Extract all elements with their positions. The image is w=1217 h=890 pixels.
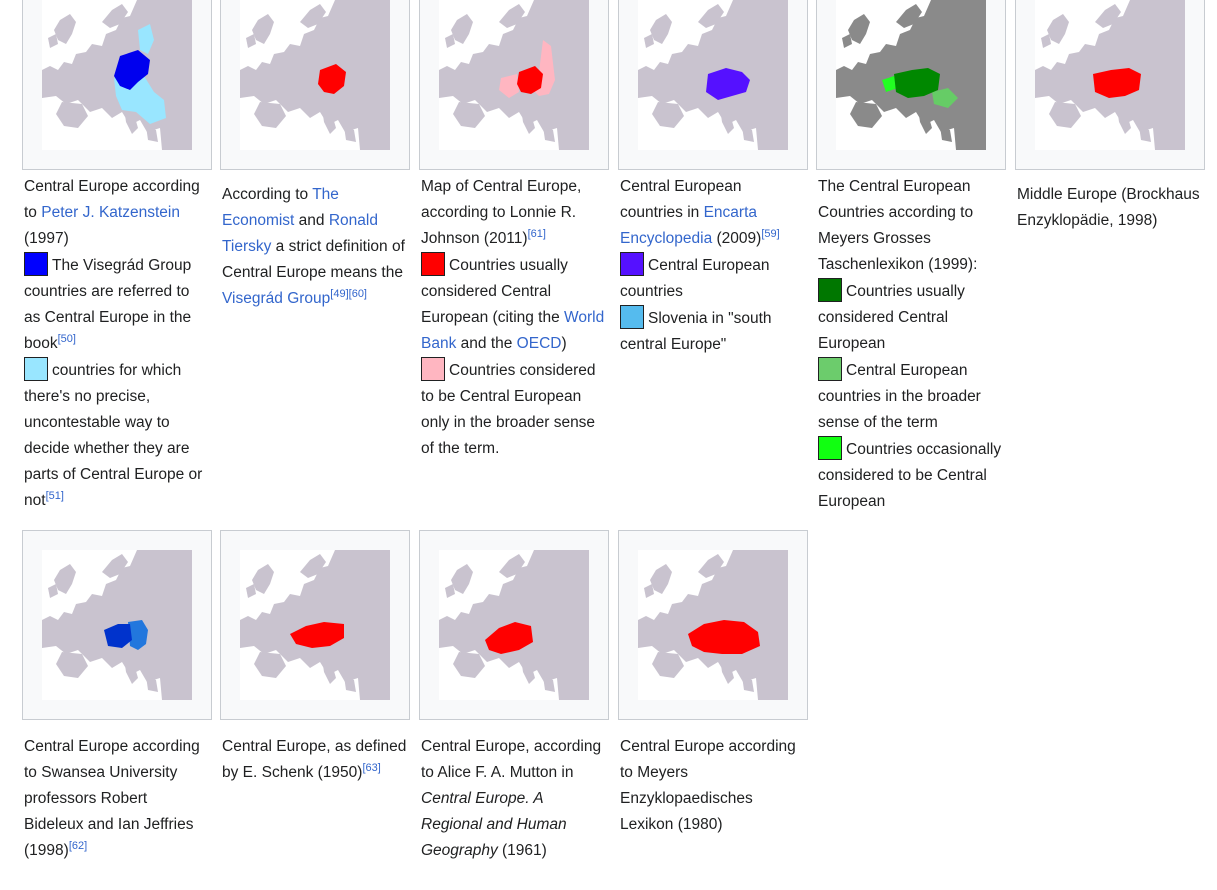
europe-map-icon xyxy=(439,550,589,700)
map-thumbnail[interactable] xyxy=(22,0,212,170)
color-swatch xyxy=(421,357,445,381)
color-swatch xyxy=(818,436,842,460)
caption: Central Europe according to Swansea Univ… xyxy=(24,734,210,864)
europe-map-icon xyxy=(836,0,986,150)
caption-text: Central Europe, according to Alice F. A.… xyxy=(421,738,602,781)
legend-row: Central European countries in the broade… xyxy=(818,357,1004,436)
color-swatch xyxy=(620,252,644,276)
legend-text: and the xyxy=(456,335,517,352)
legend-text: Countries occasionally considered to be … xyxy=(818,441,1002,510)
legend-row: Central European countries xyxy=(620,252,806,305)
map-thumbnail[interactable] xyxy=(816,0,1006,170)
caption: Central European countries in Encarta En… xyxy=(620,174,806,358)
caption: According to The Economist and Ronald Ti… xyxy=(222,182,408,312)
legend-row: Countries usually considered Central Eur… xyxy=(421,252,607,357)
caption-text: Middle Europe (Brockhaus Enzyklopädie, 1… xyxy=(1017,186,1200,229)
caption: Central Europe according to Meyers Enzyk… xyxy=(620,734,806,838)
europe-map-icon xyxy=(240,0,390,150)
map-thumbnail[interactable] xyxy=(220,530,410,720)
europe-map-icon xyxy=(638,0,788,150)
link-encarta-encyclopedia[interactable]: Encarta Encyclopedia xyxy=(620,204,757,247)
legend-text: Central European countries in the broade… xyxy=(818,362,981,431)
europe-map-icon xyxy=(42,0,192,150)
legend-row: Countries occasionally considered to be … xyxy=(818,436,1004,515)
caption: Middle Europe (Brockhaus Enzyklopädie, 1… xyxy=(1017,182,1203,234)
legend-row: Slovenia in "south central Europe" xyxy=(620,305,806,358)
reference-link[interactable]: [62] xyxy=(68,839,88,852)
map-thumbnail[interactable] xyxy=(419,0,609,170)
book-title: Central Europe. A Regional and Human Geo… xyxy=(421,790,567,859)
legend-text: Central European countries xyxy=(620,257,770,300)
caption-text: (2009) xyxy=(712,230,762,247)
map-thumbnail[interactable] xyxy=(618,0,808,170)
color-swatch xyxy=(818,278,842,302)
link-peter-katzenstein[interactable]: Peter J. Katzenstein xyxy=(41,204,180,221)
caption: Central Europe, according to Alice F. A.… xyxy=(421,734,607,864)
map-thumbnail[interactable] xyxy=(618,530,808,720)
link-world-bank[interactable]: World Bank xyxy=(421,309,605,352)
legend-text: The Visegrád Group countries are referre… xyxy=(24,257,192,352)
map-thumbnail[interactable] xyxy=(419,530,609,720)
link-visegrad-group[interactable]: Visegrád Group xyxy=(222,290,331,307)
reference-link[interactable]: [49] xyxy=(330,287,349,300)
map-thumbnail[interactable] xyxy=(22,530,212,720)
legend-text: countries for which there's no precise, … xyxy=(24,362,203,509)
map-thumbnail[interactable] xyxy=(220,0,410,170)
legend-text: Slovenia in "south central Europe" xyxy=(620,310,772,353)
link-ronald-tiersky[interactable]: Ronald Tiersky xyxy=(222,212,378,255)
europe-map-icon xyxy=(42,550,192,700)
europe-map-icon xyxy=(1035,0,1185,150)
caption-text: The Central European Countries according… xyxy=(818,178,978,273)
legend-row: Countries usually considered Central Eur… xyxy=(818,278,1004,357)
caption-text: and xyxy=(294,212,329,229)
legend-row: Countries considered to be Central Europ… xyxy=(421,357,607,462)
caption-text: Central Europe according to Meyers Enzyk… xyxy=(620,738,796,833)
caption: Central Europe, as defined by E. Schenk … xyxy=(222,734,408,786)
caption-text: Central Europe according to Swansea Univ… xyxy=(24,738,200,859)
color-swatch xyxy=(421,252,445,276)
color-swatch xyxy=(620,305,644,329)
caption-text: Map of Central Europe, according to Lonn… xyxy=(421,178,582,247)
legend-text: Countries usually considered Central Eur… xyxy=(818,283,965,352)
caption-text: Central Europe according to xyxy=(24,178,200,221)
caption-text: (1997) xyxy=(24,230,69,247)
color-swatch xyxy=(818,357,842,381)
caption-text: Central European countries in xyxy=(620,178,742,221)
caption-text: (1961) xyxy=(497,842,547,859)
caption: Map of Central Europe, according to Lonn… xyxy=(421,174,607,462)
color-swatch xyxy=(24,252,48,276)
legend-text: ) xyxy=(561,335,567,352)
reference-link[interactable]: [60] xyxy=(348,287,367,300)
europe-map-icon xyxy=(240,550,390,700)
reference-link[interactable]: [63] xyxy=(362,761,381,774)
europe-map-icon xyxy=(638,550,788,700)
reference-link[interactable]: [61] xyxy=(527,227,546,240)
link-the-economist[interactable]: The Economist xyxy=(222,186,339,229)
legend-text: Countries usually considered Central Eur… xyxy=(421,257,568,326)
reference-link[interactable]: [51] xyxy=(45,489,64,502)
caption: The Central European Countries according… xyxy=(818,174,1004,515)
caption-text: Central Europe, as defined by E. Schenk … xyxy=(222,738,407,781)
legend-text: Countries considered to be Central Europ… xyxy=(421,362,596,457)
map-thumbnail[interactable] xyxy=(1015,0,1205,170)
legend-row: The Visegrád Group countries are referre… xyxy=(24,252,210,357)
color-swatch xyxy=(24,357,48,381)
legend-row: countries for which there's no precise, … xyxy=(24,357,210,514)
caption-text: a strict definition of Central Europe me… xyxy=(222,238,405,281)
caption-text: According to xyxy=(222,186,313,203)
link-oecd[interactable]: OECD xyxy=(516,335,562,352)
reference-link[interactable]: [50] xyxy=(57,332,76,345)
europe-map-icon xyxy=(439,0,589,150)
caption: Central Europe according to Peter J. Kat… xyxy=(24,174,210,514)
reference-link[interactable]: [59] xyxy=(761,227,780,240)
